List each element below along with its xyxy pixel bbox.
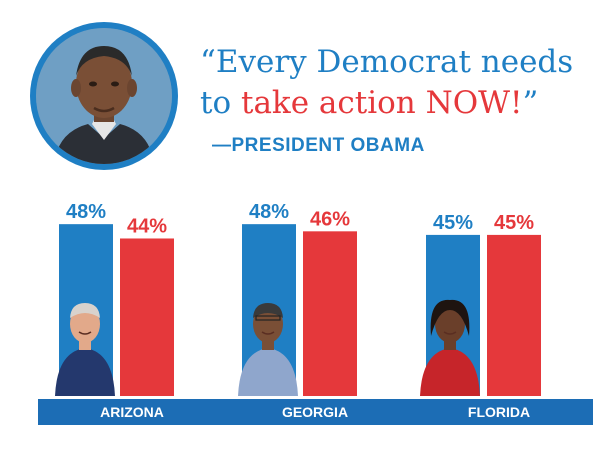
state-label-bar <box>38 399 226 425</box>
candidate-photo <box>55 303 115 396</box>
portrait-image <box>36 28 172 164</box>
state-label: FLORIDA <box>468 404 530 420</box>
state-label: GEORGIA <box>282 404 348 420</box>
quote-emphasis: take action NOW! <box>240 85 523 121</box>
data-label: 45% <box>494 212 534 234</box>
candidate-photo <box>420 299 480 396</box>
quote-attribution: —PRESIDENT OBAMA <box>212 135 425 156</box>
state-label-bar <box>221 399 409 425</box>
bar <box>303 231 357 396</box>
data-label: 48% <box>249 201 289 223</box>
bar <box>120 238 174 396</box>
data-label: 48% <box>66 201 106 223</box>
data-label: 46% <box>310 208 350 230</box>
obama-portrait <box>30 22 178 170</box>
candidate-photo <box>238 303 298 396</box>
quote-text: “Every Democrat needs to take action NOW!… <box>200 44 574 121</box>
bar <box>487 234 541 396</box>
data-label: 45% <box>433 212 473 234</box>
state-label-bar <box>405 399 593 425</box>
data-label: 44% <box>127 215 167 237</box>
quote-line-1: Every Democrat needs <box>215 44 574 80</box>
state-label: ARIZONA <box>100 404 164 420</box>
